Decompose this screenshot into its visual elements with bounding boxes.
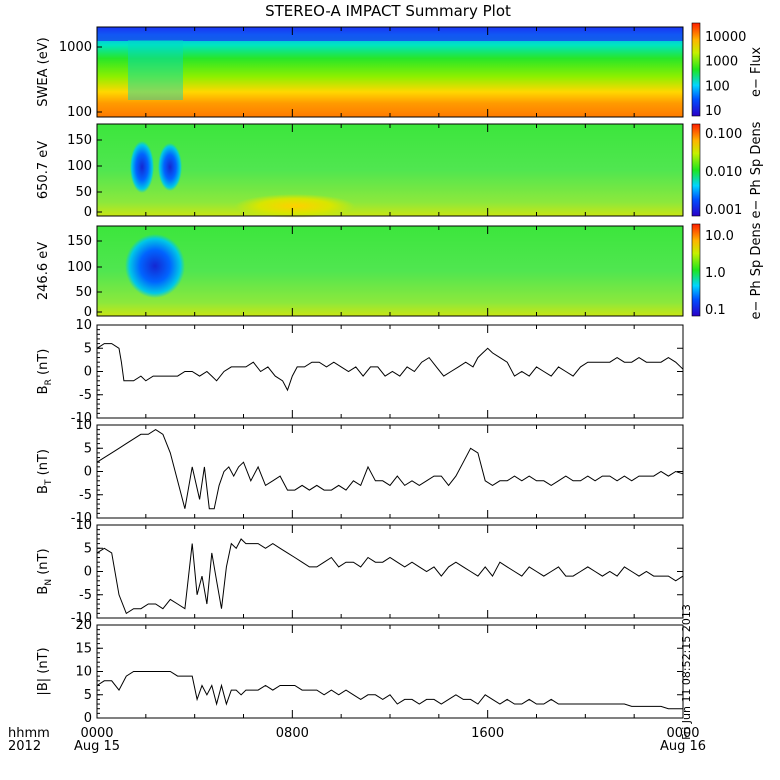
spec-2-ytick-label: 150 [67,234,92,249]
xtick-label: 0800 [276,726,309,741]
spec-0-ylabel: SWEA (eV) [36,37,51,106]
spec-1-colorbar-label: e− Ph Sp Dens [749,121,764,218]
spec-0-ytick-label: 1000 [59,40,92,55]
spec-0-ytick-label: 100 [67,105,92,120]
series-3-line [96,671,683,710]
x-corner-label-1: hhmm [8,726,50,741]
series-0-line [96,343,684,392]
series-1-ytick-label: -5 [79,488,92,503]
series-2-ytick-label: -10 [71,611,92,626]
series-2-ytick-label: 10 [75,518,92,533]
chart-title: STEREO-A IMPACT Summary Plot [265,2,511,20]
xtick-label: 1600 [471,726,504,741]
series-0-ytick-label: 5 [84,341,92,356]
pad-650-warm-patch [235,194,355,218]
spec-1-ytick-label: 50 [75,185,92,200]
spec-2-ytick-label: 100 [67,260,92,275]
series-1-ytick-label: 5 [84,441,92,456]
spec-2-ytick-label: 50 [75,285,92,300]
spec-1-ylabel: 650.7 eV [36,141,51,199]
spec-0-colorbar-tick: 10000 [705,30,746,45]
series-3-ytick-label: 10 [75,665,92,680]
series-2-ytick-label: -5 [79,588,92,603]
colorbar-swea [691,22,701,117]
spec-0-colorbar-label: e− Flux [749,47,764,97]
x-corner-label-2: 2012 [8,739,41,754]
spec-1-ytick-label: 150 [67,133,92,148]
series-3-ylabel: |B| (nT) [36,647,51,695]
series-3-ytick-label: 5 [84,688,92,703]
swea-spectrogram-panel [96,26,684,118]
series-3-ytick-label: 15 [75,641,92,656]
spec-0-colorbar-tick: 1000 [705,55,738,70]
spec-1-colorbar-tick: 0.010 [705,165,742,180]
spec-2-colorbar-tick: 1.0 [705,266,726,281]
pad-246-depletion [125,234,185,298]
series-3-ytick-label: 20 [75,618,92,633]
pad-650-depletion-2 [158,143,182,191]
pad-246-panel [96,225,684,317]
xtick-label: 0000 [666,726,699,741]
pad-650-spectrogram [97,124,683,216]
pad-650-depletion-1 [130,141,154,193]
series-1-frame [96,424,684,519]
spec-1-ytick-label: 0 [84,205,92,220]
spec-2-colorbar-tick: 0.1 [705,303,726,318]
xtick-sublabel: Aug 16 [660,739,706,754]
series-1-ytick-label: 10 [75,418,92,433]
pad-246-spectrogram [97,226,683,316]
series-0-ylabel: BR (nT) [36,349,54,395]
colorbar-pad-246 [691,223,701,317]
series-2-ytick-label: 0 [84,565,92,580]
spec-2-colorbar-tick: 10.0 [705,229,734,244]
swea-spectrogram [97,27,683,117]
timestamp-annotation: Fri Jun 11 08:52:15 2013 [680,604,693,740]
swea-early-dip [128,40,183,100]
series-0-ytick-label: -5 [79,388,92,403]
pad-650-panel [96,123,684,218]
series-3-ytick-label: 0 [84,711,92,726]
spec-1-colorbar-tick: 0.100 [705,127,742,142]
spec-0-colorbar-tick: 100 [705,79,730,94]
spec-1-ytick-label: 100 [67,159,92,174]
spec-2-ylabel: 246.6 eV [36,242,51,300]
xtick-label: 0000 [80,726,113,741]
xtick-sublabel: Aug 15 [74,739,120,754]
series-0-ytick-label: 0 [84,365,92,380]
colorbar-pad-650 [691,123,701,217]
series-1-ytick-label: 0 [84,465,92,480]
spec-2-ytick-label: 0 [84,305,92,320]
series-2-ylabel: BN (nT) [36,548,54,594]
series-0-ytick-label: -10 [71,411,92,426]
spec-1-colorbar-tick: 0.001 [705,203,742,218]
series-1-line [96,429,684,510]
series-1-ytick-label: -10 [71,511,92,526]
series-2-ytick-label: 5 [84,541,92,556]
series-1-ylabel: BT (nT) [36,449,54,494]
series-0-ytick-label: 10 [75,318,92,333]
spec-0-colorbar-tick: 10 [705,104,722,119]
series-2-line [96,538,684,615]
spec-2-colorbar-label: e− Ph Sp Dens [749,222,764,319]
